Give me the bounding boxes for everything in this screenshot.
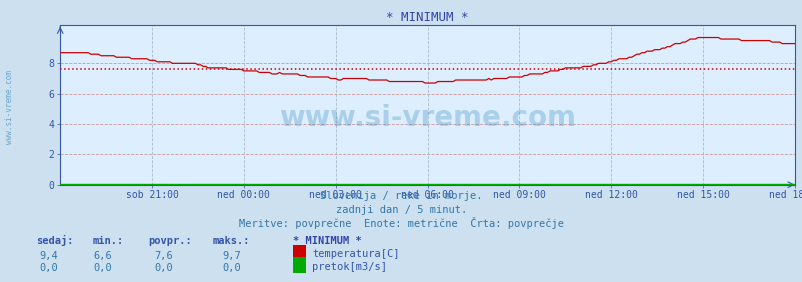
Text: min.:: min.: (92, 236, 124, 246)
Text: 9,4: 9,4 (40, 251, 59, 261)
Title: * MINIMUM *: * MINIMUM * (386, 11, 468, 24)
Text: 0,0: 0,0 (94, 263, 112, 273)
Text: pretok[m3/s]: pretok[m3/s] (312, 262, 387, 272)
Text: Meritve: povprečne  Enote: metrične  Črta: povprečje: Meritve: povprečne Enote: metrične Črta:… (239, 217, 563, 229)
Text: 0,0: 0,0 (40, 263, 59, 273)
Text: temperatura[C]: temperatura[C] (312, 250, 399, 259)
Text: 7,6: 7,6 (154, 251, 172, 261)
Text: 0,0: 0,0 (222, 263, 241, 273)
Text: www.si-vreme.com: www.si-vreme.com (5, 70, 14, 144)
Text: 0,0: 0,0 (154, 263, 172, 273)
Text: Slovenija / reke in morje.: Slovenija / reke in morje. (320, 191, 482, 201)
Text: 9,7: 9,7 (222, 251, 241, 261)
Text: povpr.:: povpr.: (148, 236, 192, 246)
Text: maks.:: maks.: (213, 236, 250, 246)
Text: sedaj:: sedaj: (36, 235, 74, 246)
Text: zadnji dan / 5 minut.: zadnji dan / 5 minut. (335, 205, 467, 215)
Text: * MINIMUM *: * MINIMUM * (293, 236, 362, 246)
Text: www.si-vreme.com: www.si-vreme.com (279, 104, 575, 132)
Text: 6,6: 6,6 (94, 251, 112, 261)
